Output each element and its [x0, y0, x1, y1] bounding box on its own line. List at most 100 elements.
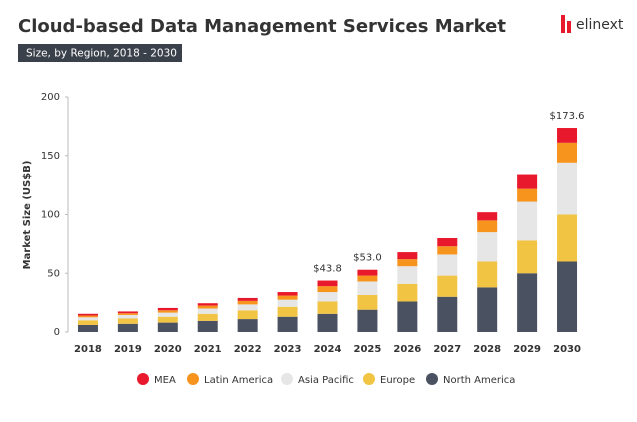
bar-segment [157, 312, 178, 317]
x-tick-label: 2018 [74, 344, 102, 355]
bar-segment [117, 323, 138, 332]
bar-segment [437, 254, 458, 276]
bar-segment [477, 212, 498, 221]
legend-swatch [363, 373, 375, 385]
bar-segment [277, 316, 298, 332]
bar-segment [157, 307, 178, 311]
x-tick-label: 2026 [393, 344, 421, 355]
bar-segment [197, 303, 218, 306]
bar-segment [557, 261, 578, 332]
total-label: $173.6 [550, 111, 585, 122]
bar-segment [437, 296, 458, 332]
legend-swatch [426, 373, 438, 385]
bar-segment [477, 220, 498, 233]
bar-segment [237, 297, 258, 301]
bar-segment [557, 162, 578, 215]
bar-segment [477, 287, 498, 332]
legend-label: Europe [380, 375, 415, 386]
legend-label: MEA [154, 375, 176, 386]
bar-segment [117, 313, 138, 315]
bar-segment [197, 320, 218, 332]
bar-segment [77, 315, 98, 318]
x-tick-label: 2025 [354, 344, 382, 355]
bar-segment [397, 252, 418, 260]
bar-segment [357, 281, 378, 295]
legend-swatch [137, 373, 149, 385]
bar-segment [477, 232, 498, 262]
bar-segment [277, 295, 298, 300]
bar-segment [277, 292, 298, 296]
bar-segment [197, 313, 218, 321]
bar-segment [317, 292, 338, 302]
x-tick-label: 2024 [314, 344, 342, 355]
x-tick-label: 2019 [114, 344, 142, 355]
bar-segment [277, 306, 298, 317]
x-tick-label: 2027 [433, 344, 461, 355]
bar-segment [477, 261, 498, 288]
bar-segment [77, 317, 98, 321]
bar-segment [117, 314, 138, 319]
total-label: $43.8 [313, 264, 342, 275]
y-tick-label: 150 [41, 151, 60, 162]
total-label: $53.0 [353, 253, 382, 264]
x-tick-label: 2022 [234, 344, 262, 355]
legend-swatch [187, 373, 199, 385]
chart-title: Cloud-based Data Management Services Mar… [18, 16, 506, 37]
bar-segment [237, 310, 258, 320]
y-axis-label: Market Size (US$B) [22, 161, 33, 270]
bar-segment [277, 299, 298, 307]
bar-segment [157, 316, 178, 323]
y-tick-label: 0 [54, 327, 60, 338]
bar-segment [517, 201, 538, 241]
bar-segment [517, 188, 538, 202]
bar-segment [437, 238, 458, 247]
bar-segment [517, 273, 538, 332]
bar-segment [397, 301, 418, 332]
bar-segment [77, 313, 98, 316]
bar-segment [197, 305, 218, 309]
bar-segment [397, 283, 418, 302]
legend-label: North America [443, 375, 515, 386]
x-tick-label: 2029 [513, 344, 541, 355]
x-tick-label: 2030 [553, 344, 581, 355]
bar-segment [357, 269, 378, 276]
bar-segment [197, 308, 218, 314]
bar-segment [437, 275, 458, 297]
legend-label: Latin America [204, 375, 273, 386]
bar-segment [157, 322, 178, 332]
x-tick-label: 2023 [274, 344, 302, 355]
bar-segment [357, 309, 378, 332]
bar-segment [517, 240, 538, 274]
bar-segment [397, 266, 418, 284]
bar-segment [117, 311, 138, 314]
chart-subtitle: Size, by Region, 2018 - 2030 [26, 48, 177, 60]
x-tick-label: 2021 [194, 344, 222, 355]
logo-text: elinext [576, 17, 624, 33]
bar-segment [237, 319, 258, 332]
bar-segment [77, 324, 98, 332]
bar-segment [317, 313, 338, 332]
legend-label: Asia Pacific [298, 375, 354, 386]
bar-segment [317, 301, 338, 314]
bar-segment [317, 286, 338, 293]
bar-segment [357, 294, 378, 310]
bar-segment [557, 128, 578, 143]
y-tick-label: 200 [41, 92, 60, 103]
bar-segment [317, 280, 338, 287]
logo: elinext [561, 15, 624, 33]
bar-segment [77, 320, 98, 325]
bar-segment [117, 318, 138, 324]
x-tick-label: 2020 [154, 344, 182, 355]
x-tick-label: 2028 [473, 344, 501, 355]
bar-segment [157, 310, 178, 313]
logo-icon [567, 21, 571, 33]
legend-swatch [281, 373, 293, 385]
bar-segment [357, 275, 378, 282]
bar-segment [557, 142, 578, 163]
logo-icon [561, 15, 565, 33]
y-tick-label: 50 [47, 268, 60, 279]
bar-segment [557, 214, 578, 262]
subtitle-box [18, 44, 182, 62]
bar-segment [237, 304, 258, 311]
